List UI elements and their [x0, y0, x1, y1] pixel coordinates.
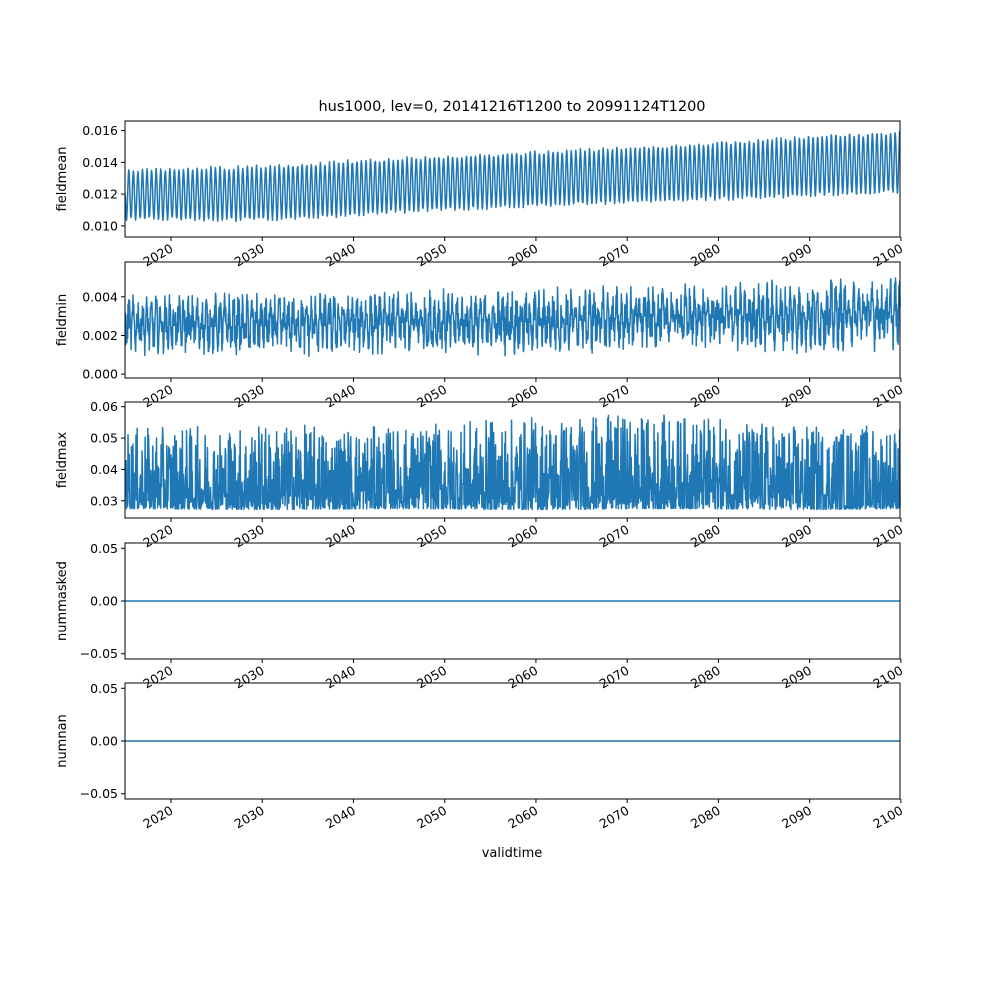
- axes-frame: [124, 401, 901, 519]
- y-tick-label: 0.002: [82, 328, 118, 343]
- x-tick-label: 2080: [688, 663, 723, 692]
- y-axis-label: fieldmean: [55, 147, 70, 212]
- y-axis-label: fieldmax: [55, 432, 70, 489]
- y-tick-label: 0.010: [82, 218, 118, 233]
- y-tick-label: 0.014: [82, 155, 118, 170]
- x-tick-label: 2090: [779, 382, 814, 411]
- x-tick-label: 2030: [232, 663, 267, 692]
- x-tick-label: 2020: [140, 241, 175, 270]
- y-tick-label: 0.004: [82, 289, 118, 304]
- x-tick-label: 2050: [414, 522, 449, 551]
- y-tick-label: 0.00: [90, 734, 118, 749]
- x-tick-label: 2040: [323, 522, 358, 551]
- x-tick-label: 2080: [688, 803, 723, 832]
- x-tick-label: 2030: [232, 241, 267, 270]
- y-tick-label: 0.04: [90, 462, 118, 477]
- x-tick-label: 2060: [505, 241, 540, 270]
- x-tick-label: 2040: [323, 382, 358, 411]
- x-tick-label: 2070: [597, 663, 632, 692]
- y-tick-label: 0.06: [90, 399, 118, 414]
- x-tick-label: 2060: [505, 663, 540, 692]
- x-tick-label: 2040: [323, 663, 358, 692]
- axes-frame: [124, 261, 901, 379]
- panel-nummasked: −0.05 0.00 0.05 nummasked 2020 2030 2040 2050 20…: [55, 541, 905, 692]
- x-tick-label: 2090: [779, 803, 814, 832]
- x-tick-label: 2050: [414, 241, 449, 270]
- y-tick-label: 0.05: [90, 681, 118, 696]
- series-line: [124, 414, 901, 511]
- x-tick-label: 2060: [505, 522, 540, 551]
- x-tick-label: 2090: [779, 522, 814, 551]
- x-tick-label: 2050: [414, 382, 449, 411]
- y-tick-label: 0.00: [90, 594, 118, 609]
- x-tick-label: 2080: [688, 241, 723, 270]
- x-tick-label: 2050: [414, 803, 449, 832]
- series-line: [124, 277, 901, 357]
- y-tick-label: 0.05: [90, 431, 118, 446]
- y-tick-label: 0.000: [82, 367, 118, 382]
- x-tick-label: 2060: [505, 803, 540, 832]
- x-tick-label: 2100: [870, 803, 905, 832]
- y-tick-label: −0.05: [80, 646, 118, 661]
- series-line: [124, 130, 901, 223]
- x-tick-label: 2020: [140, 663, 175, 692]
- x-tick-label: 2090: [779, 241, 814, 270]
- x-tick-label: 2070: [597, 382, 632, 411]
- x-tick-label: 2030: [232, 522, 267, 551]
- x-tick-label: 2080: [688, 382, 723, 411]
- x-tick-label: 2030: [232, 382, 267, 411]
- x-tick-label: 2070: [597, 522, 632, 551]
- y-tick-label: 0.05: [90, 541, 118, 556]
- chart-title: hus1000, lev=0, 20141216T1200 to 2099112…: [318, 99, 705, 115]
- y-axis-label: numnan: [55, 714, 70, 768]
- panel-fieldmin: 0.000 0.002 0.004 fieldmin 2020 2030 2040 2050 2…: [55, 261, 905, 411]
- y-tick-label: 0.012: [82, 187, 118, 202]
- x-tick-label: 2020: [140, 803, 175, 832]
- x-tick-label: 2020: [140, 522, 175, 551]
- x-tick-label: 2070: [597, 803, 632, 832]
- x-axis-label: validtime: [482, 846, 543, 861]
- x-tick-label: 2020: [140, 382, 175, 411]
- panel-fieldmax: 0.03 0.04 0.05 0.06 fieldmax 2020 2030 2040 2050…: [55, 399, 905, 550]
- x-tick-label: 2090: [779, 663, 814, 692]
- y-tick-label: 0.03: [90, 493, 118, 508]
- y-axis-label: fieldmin: [55, 294, 70, 347]
- y-axis-label: nummasked: [55, 561, 70, 641]
- y-tick-label: −0.05: [80, 786, 118, 801]
- x-tick-label: 2050: [414, 663, 449, 692]
- x-tick-label: 2080: [688, 522, 723, 551]
- y-tick-label: 0.016: [82, 123, 118, 138]
- x-tick-label: 2070: [597, 241, 632, 270]
- panel-fieldmean: 0.010 0.012 0.014 0.016 fieldmean 2020 2030 204…: [55, 120, 905, 270]
- x-tick-label: 2060: [505, 382, 540, 411]
- axes-frame: [124, 120, 901, 238]
- x-tick-label: 2040: [323, 241, 358, 270]
- panel-numnan: −0.05 0.00 0.05 numnan 2020 2030 2040 2050 2060 2…: [55, 681, 905, 832]
- x-tick-label: 2040: [323, 803, 358, 832]
- x-tick-label: 2030: [232, 803, 267, 832]
